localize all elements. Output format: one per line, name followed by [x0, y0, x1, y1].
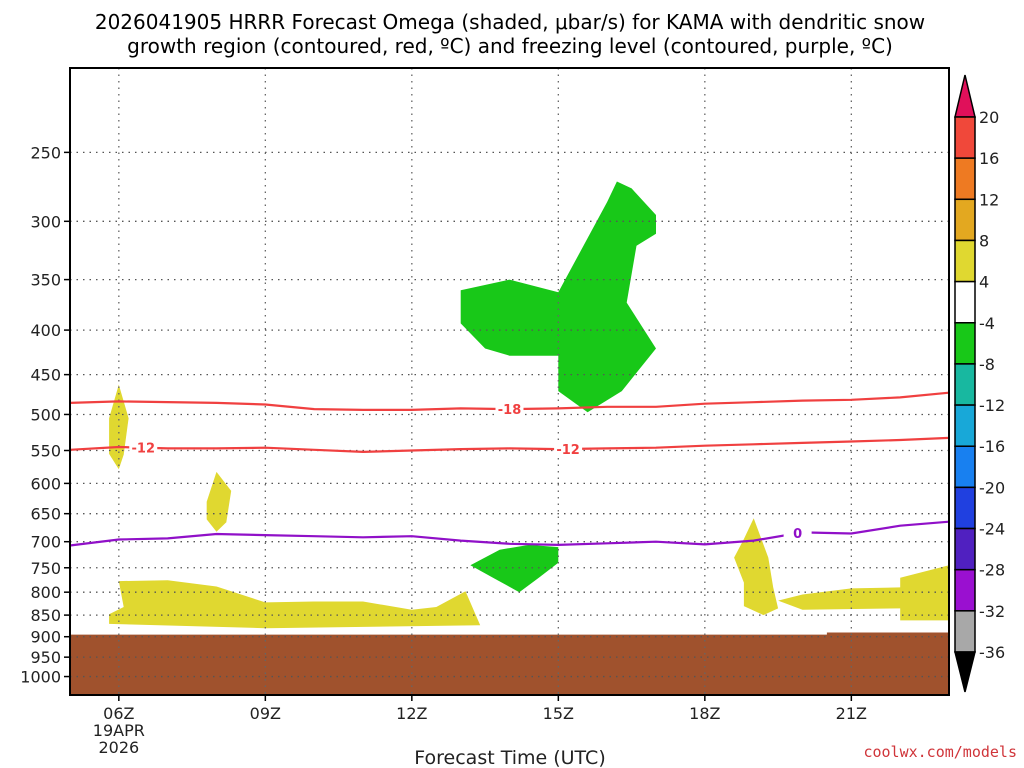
contour-label-1-0: -12	[132, 442, 156, 457]
y-tick-label-550: 550	[30, 442, 61, 461]
colorbar-label-13: -36	[979, 643, 1005, 662]
y-tick-label-300: 300	[30, 212, 61, 231]
colorbar-label-5: -4	[979, 314, 995, 333]
contour-label-2-0: 0	[793, 527, 802, 542]
colorbar-segment-11	[954, 568, 976, 612]
y-tick-label-450: 450	[30, 366, 61, 385]
contour-line-2	[69, 520, 950, 547]
y-tick-label-1000: 1000	[20, 668, 61, 687]
colorbar-label-12: -32	[979, 602, 1005, 621]
colorbar-segment-12	[954, 610, 976, 653]
colorbar-segment-6	[954, 363, 976, 406]
colorbar-label-11: -28	[979, 561, 1005, 580]
contour-label-bg-0-0	[495, 401, 524, 417]
colorbar-label-1: 16	[979, 149, 999, 168]
y-tick-label-800: 800	[30, 583, 61, 602]
x-tick-label-09Z: 09Z	[250, 704, 281, 723]
y-tick-label-950: 950	[30, 648, 61, 667]
credit-link[interactable]: coolwx.com/models	[863, 743, 1017, 761]
contour-line-1	[69, 436, 950, 454]
colorbar-label-10: -24	[979, 520, 1005, 539]
colorbar-cap-top	[954, 74, 976, 118]
y-tick-label-600: 600	[30, 474, 61, 493]
plot-area: -18 -12 -12 0 250 300 350 400 450 500 550 600 650 700…	[20, 67, 1005, 757]
x-date-line-1: 19APR	[93, 721, 145, 740]
omega-region-2	[109, 580, 481, 629]
colorbar-label-6: -8	[979, 355, 995, 374]
contour-line-0	[69, 391, 950, 411]
x-axis-label: Forecast Time (UTC)	[414, 747, 605, 768]
y-tick-label-250: 250	[30, 143, 61, 162]
colorbar-cap-bottom	[954, 651, 976, 693]
colorbar-segment-1	[954, 157, 976, 201]
colorbar-label-8: -16	[979, 437, 1005, 456]
colorbar-label-7: -12	[979, 396, 1005, 415]
colorbar-label-0: 20	[979, 108, 999, 127]
contour-label-bg-1-1	[554, 440, 583, 456]
omega-region-1	[206, 471, 232, 532]
y-tick-label-650: 650	[30, 505, 61, 524]
x-tick-label-06Z: 06Z	[103, 704, 134, 723]
colorbar-segment-8	[954, 445, 976, 489]
colorbar-label-3: 8	[979, 231, 989, 250]
omega-region-6	[470, 544, 559, 593]
y-tick-label-500: 500	[30, 405, 61, 424]
colorbar-segment-10	[954, 527, 976, 571]
contour-label-bg-2-0	[783, 525, 812, 541]
omega-region-3	[734, 518, 779, 616]
y-tick-label-400: 400	[30, 321, 61, 340]
chart-title-line-1: 2026041905 HRRR Forecast Omega (shaded, …	[95, 10, 925, 34]
contour-label-bg-1-0	[129, 439, 158, 455]
chart-title-line-2: growth region (contoured, red, ºC) and f…	[127, 34, 893, 58]
colorbar-segment-9	[954, 486, 976, 530]
colorbar-label-2: 12	[979, 190, 999, 209]
colorbar-segment-2	[954, 198, 976, 242]
y-tick-label-750: 750	[30, 559, 61, 578]
contour-label-1-1: -12	[556, 443, 580, 458]
x-date-line-2: 2026	[98, 738, 139, 757]
colorbar-segment-7	[954, 404, 976, 447]
colorbar-segment-3	[954, 239, 976, 283]
terrain-fill	[70, 632, 949, 695]
colorbar-segment-0	[954, 116, 976, 159]
colorbar-segment-5	[954, 322, 976, 365]
y-tick-label-700: 700	[30, 533, 61, 552]
plot-frame	[69, 67, 950, 696]
x-tick-label-12Z: 12Z	[396, 704, 427, 723]
colorbar-label-9: -20	[979, 478, 1005, 497]
x-tick-label-15Z: 15Z	[543, 704, 574, 723]
contour-label-0-0: -18	[498, 403, 522, 418]
x-tick-label-21Z: 21Z	[836, 704, 867, 723]
y-tick-label-900: 900	[30, 628, 61, 647]
y-tick-label-850: 850	[30, 606, 61, 625]
colorbar-segment-4	[954, 280, 976, 324]
x-tick-label-18Z: 18Z	[689, 704, 720, 723]
colorbar-label-4: 4	[979, 273, 989, 292]
y-tick-label-350: 350	[30, 271, 61, 290]
